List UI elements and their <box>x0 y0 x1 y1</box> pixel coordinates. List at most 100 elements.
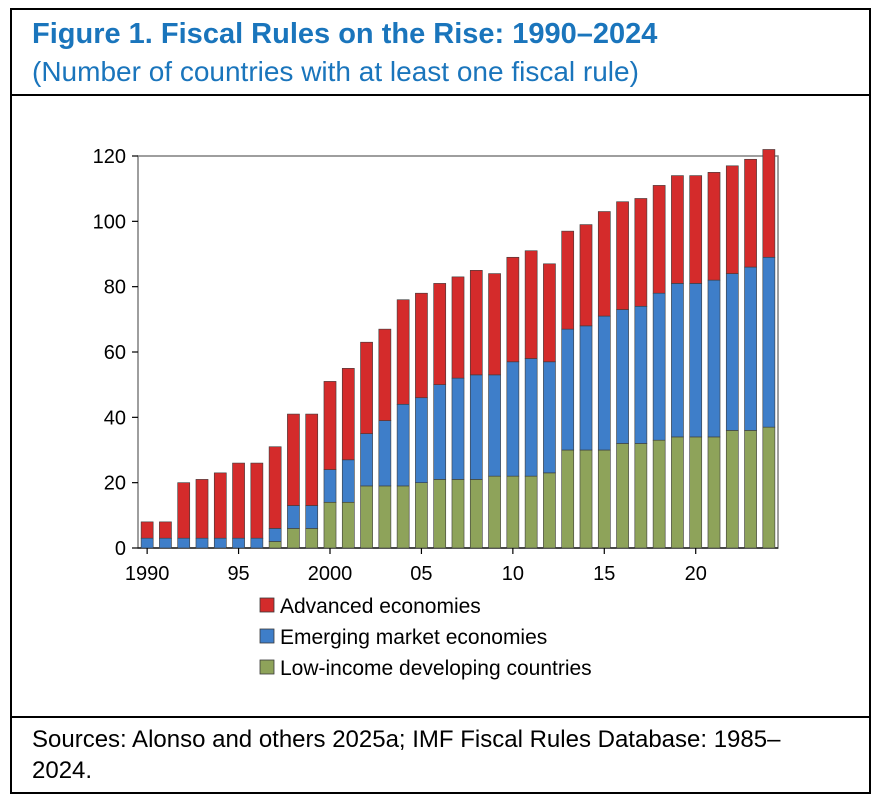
bar-segment <box>451 377 465 480</box>
bar-segment <box>671 436 684 549</box>
bar-segment <box>433 283 447 385</box>
bar-segment <box>177 482 191 539</box>
bar-segment <box>232 462 245 539</box>
figure-footer: Sources: Alonso and others 2025a; IMF Fi… <box>12 716 869 792</box>
bar-segment <box>652 292 666 441</box>
bar-segment <box>341 501 355 549</box>
x-tick-label: 1990 <box>125 563 170 585</box>
bar-segment <box>195 537 209 549</box>
bar-segment <box>671 175 684 284</box>
figure-header: Figure 1. Fiscal Rules on the Rise: 1990… <box>12 10 869 96</box>
bar-segment <box>360 485 373 549</box>
x-tick-label: 95 <box>227 563 249 585</box>
bar-segment <box>341 368 355 461</box>
bar-segment <box>323 469 337 503</box>
legend-swatch <box>259 597 275 613</box>
bar-segment <box>415 292 428 399</box>
bar-segment <box>543 263 556 363</box>
bar-segment <box>140 521 154 539</box>
bar-segment <box>268 528 282 542</box>
bar-segment <box>689 283 703 438</box>
bar-segment <box>488 273 501 376</box>
legend-swatch <box>259 628 275 644</box>
bar-segment <box>762 256 776 428</box>
figure-frame: Figure 1. Fiscal Rules on the Rise: 1990… <box>10 8 871 794</box>
bar-segment <box>396 299 410 405</box>
bar-segment <box>213 537 227 549</box>
bar-segment <box>469 479 483 549</box>
bar-segment <box>762 149 776 258</box>
bar-segment <box>524 250 538 359</box>
bar-segment <box>543 472 556 549</box>
x-tick-label: 10 <box>502 563 524 585</box>
bar-segment <box>707 436 721 549</box>
bar-segment <box>725 273 739 431</box>
bar-segment <box>744 430 757 549</box>
y-tick-label: 40 <box>104 407 126 429</box>
bar-segment <box>433 384 447 480</box>
x-tick-label: 15 <box>593 563 615 585</box>
bar-segment <box>232 537 245 549</box>
bar-segment <box>634 198 648 307</box>
bar-segment <box>616 201 629 310</box>
bar-segment <box>689 175 703 284</box>
bar-segment <box>524 358 538 477</box>
source-note: Sources: Alonso and others 2025a; IMF Fi… <box>32 726 781 784</box>
y-tick-label: 100 <box>93 211 126 233</box>
bar-segment <box>597 449 611 549</box>
bar-segment <box>579 224 593 327</box>
bar-segment <box>451 479 465 549</box>
bar-segment <box>415 397 428 483</box>
bar-segment <box>287 505 300 529</box>
bar-segment <box>762 426 776 549</box>
bar-segment <box>250 462 264 539</box>
bar-segment <box>744 158 757 268</box>
bar-segment <box>652 185 666 294</box>
legend-swatch <box>259 659 275 675</box>
legend-label: Emerging market economies <box>280 626 547 649</box>
bar-segment <box>488 475 501 549</box>
bar-segment <box>159 521 172 539</box>
bar-segment <box>579 325 593 451</box>
bar-segment <box>451 276 465 379</box>
y-tick-label: 0 <box>115 538 126 560</box>
bar-segment <box>305 413 319 506</box>
bar-segment <box>177 537 191 549</box>
bar-segment <box>341 459 355 503</box>
bar-segment <box>597 211 611 317</box>
bar-segment <box>433 479 447 549</box>
bar-segment <box>378 420 392 487</box>
bar-segment <box>287 413 300 506</box>
bar-segment <box>323 501 337 549</box>
bar-segment <box>488 374 501 477</box>
bar-segment <box>506 256 520 363</box>
bar-segment <box>634 305 648 444</box>
bar-segment <box>323 381 337 470</box>
bar-segment <box>725 165 739 274</box>
bar-segment <box>195 479 209 539</box>
bar-segment <box>360 433 373 487</box>
bar-segment <box>469 270 483 376</box>
bar-segment <box>268 541 282 549</box>
bar-segment <box>140 537 154 549</box>
x-tick-label: 05 <box>410 563 432 585</box>
bar-segment <box>725 430 739 549</box>
bar-segment <box>561 328 575 451</box>
y-tick-label: 20 <box>104 473 126 495</box>
y-tick-label: 60 <box>104 342 126 364</box>
legend-label: Advanced economies <box>280 595 481 618</box>
bar-segment <box>543 361 556 474</box>
bar-segment <box>506 475 520 549</box>
bar-segment <box>305 528 319 549</box>
bar-segment <box>305 505 319 529</box>
bar-segment <box>707 279 721 438</box>
stacked-bar-chart: 0 20 40 60 80 100 120 1990 95 2000 05 10 15 20 Advance… <box>93 146 779 680</box>
x-tick-label: 2000 <box>308 563 353 585</box>
bar-segment <box>597 315 611 451</box>
bar-segment <box>744 266 757 431</box>
bar-segment <box>396 485 410 549</box>
bar-segment <box>671 283 684 438</box>
y-tick-label: 80 <box>104 277 126 299</box>
figure-title: Figure 1. Fiscal Rules on the Rise: 1990… <box>32 18 658 50</box>
bar-segment <box>561 449 575 549</box>
